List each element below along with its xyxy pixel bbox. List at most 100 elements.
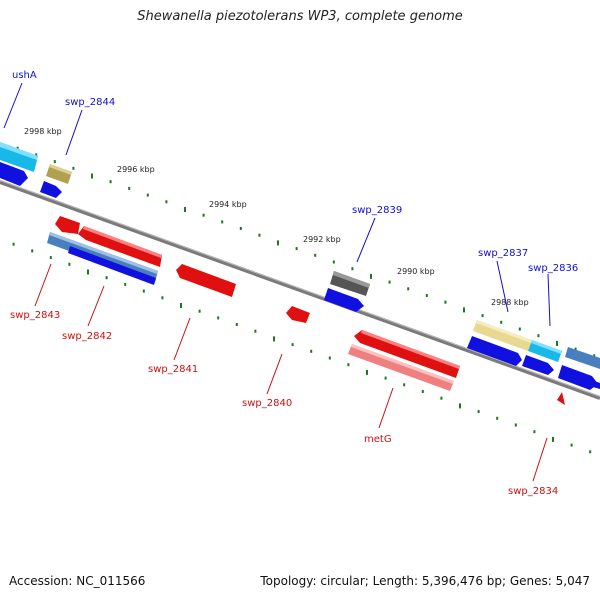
scale-tick — [198, 309, 201, 313]
gene-label[interactable]: swp_2843 — [10, 310, 60, 321]
gene-label[interactable]: swp_2841 — [148, 364, 198, 375]
scale-tick — [124, 282, 127, 286]
scale-tick — [235, 323, 238, 326]
gene-label[interactable]: swp_2840 — [242, 398, 292, 409]
scale-tick — [496, 416, 499, 420]
scale-tick — [518, 327, 521, 331]
scale-tick — [366, 369, 368, 375]
scale-tick — [328, 356, 331, 360]
gene-swp_2844-cds[interactable] — [40, 181, 62, 198]
leader-line — [3, 82, 23, 129]
scale-tick — [514, 423, 517, 427]
scale-tick — [273, 336, 275, 342]
gene-label[interactable]: swp_2839 — [352, 205, 402, 216]
gene-metG[interactable] — [354, 330, 460, 378]
scale-tick — [593, 354, 596, 358]
scale-tick — [332, 260, 335, 264]
scale-tick — [239, 227, 242, 230]
scale-tick — [72, 166, 75, 170]
gene-label[interactable]: swp_2844 — [65, 97, 115, 108]
scale-label: 2998 kbp — [24, 127, 62, 136]
scale-tick — [49, 256, 52, 260]
leader-line — [266, 353, 283, 395]
scale-tick — [556, 340, 558, 346]
gene-swp_2837-cds[interactable] — [467, 336, 522, 366]
gene-swp_2834[interactable] — [557, 392, 565, 405]
scale-tick — [87, 269, 89, 275]
leader-line — [173, 317, 191, 361]
scale-tick — [142, 289, 145, 293]
scale-tick — [221, 220, 224, 224]
gene-right-edge[interactable] — [558, 347, 600, 390]
scale-tick — [477, 410, 480, 414]
scale-tick — [310, 349, 313, 353]
gene-label[interactable]: ushA — [12, 70, 37, 81]
scale-tick — [440, 396, 443, 400]
scale-tick — [537, 334, 540, 338]
leader-line — [87, 285, 105, 327]
scale-tick — [31, 249, 34, 253]
scale-tick — [533, 430, 536, 434]
gene-label[interactable]: swp_2837 — [478, 248, 528, 259]
scale-tick — [180, 303, 182, 308]
scale-label: 2994 kbp — [209, 200, 247, 209]
gene-swp_2842[interactable] — [78, 226, 162, 267]
scale-tick — [258, 233, 261, 237]
gene-swp_2840[interactable] — [286, 306, 310, 323]
leader-line — [547, 273, 551, 327]
scale-tick — [444, 300, 447, 304]
gene-swp_2839-cds[interactable] — [324, 288, 364, 312]
scale-tick — [68, 262, 71, 266]
scale-tick — [421, 390, 424, 393]
scale-tick — [314, 253, 317, 257]
scale-tick — [291, 343, 294, 347]
gene-swp_2842-cds[interactable] — [68, 246, 156, 285]
gene-ushA-cds[interactable] — [0, 162, 28, 186]
scale-tick — [277, 240, 279, 246]
leader-line — [496, 260, 509, 313]
gene-swp_2836-cds[interactable] — [522, 355, 554, 375]
gene-swp_2836[interactable] — [528, 340, 562, 362]
scale-tick — [53, 160, 56, 164]
gene-swp_2844[interactable] — [46, 164, 72, 184]
gene-label[interactable]: swp_2834 — [508, 486, 558, 497]
scale-tick — [184, 207, 186, 212]
leader-line — [378, 387, 394, 429]
scale-tick — [351, 267, 354, 271]
leader-line — [34, 263, 52, 307]
genome-backbone — [0, 180, 600, 400]
scale-tick — [552, 436, 554, 442]
map-title: Shewanella piezotolerans WP3, complete g… — [137, 9, 463, 24]
scale-tick — [165, 200, 168, 204]
scale-label: 2990 kbp — [397, 267, 435, 276]
leader-line — [532, 437, 548, 482]
scale-tick — [12, 242, 15, 246]
accession-text: Accession: NC_011566 — [9, 574, 146, 588]
gene-label[interactable]: swp_2836 — [528, 263, 578, 274]
scale-tick — [146, 193, 149, 197]
scale-tick — [407, 287, 410, 291]
scale-tick — [574, 347, 577, 351]
genome-summary: Topology: circular; Length: 5,396,476 bp… — [260, 574, 590, 588]
gene-metG-bar[interactable] — [348, 344, 454, 391]
scale-tick — [217, 316, 220, 320]
gene-ushA[interactable] — [0, 142, 38, 172]
scale-ticks — [12, 146, 596, 454]
gene-swp_2839[interactable] — [330, 271, 370, 296]
gene-label[interactable]: metG — [364, 434, 392, 445]
scale-tick — [109, 180, 112, 184]
leader-line — [65, 109, 83, 156]
scale-tick — [425, 294, 428, 297]
scale-tick — [481, 314, 484, 318]
scale-label: 2996 kbp — [117, 165, 155, 174]
scale-tick — [388, 280, 391, 284]
gene-swp_2843[interactable] — [55, 216, 80, 234]
gene-label[interactable]: swp_2842 — [62, 331, 112, 342]
scale-tick — [463, 307, 465, 313]
gene-swp_2837[interactable] — [473, 320, 532, 351]
scale-tick — [403, 383, 406, 387]
gene-swp_2841[interactable] — [176, 264, 236, 297]
scale-tick — [91, 173, 93, 179]
scale-tick — [35, 153, 38, 157]
